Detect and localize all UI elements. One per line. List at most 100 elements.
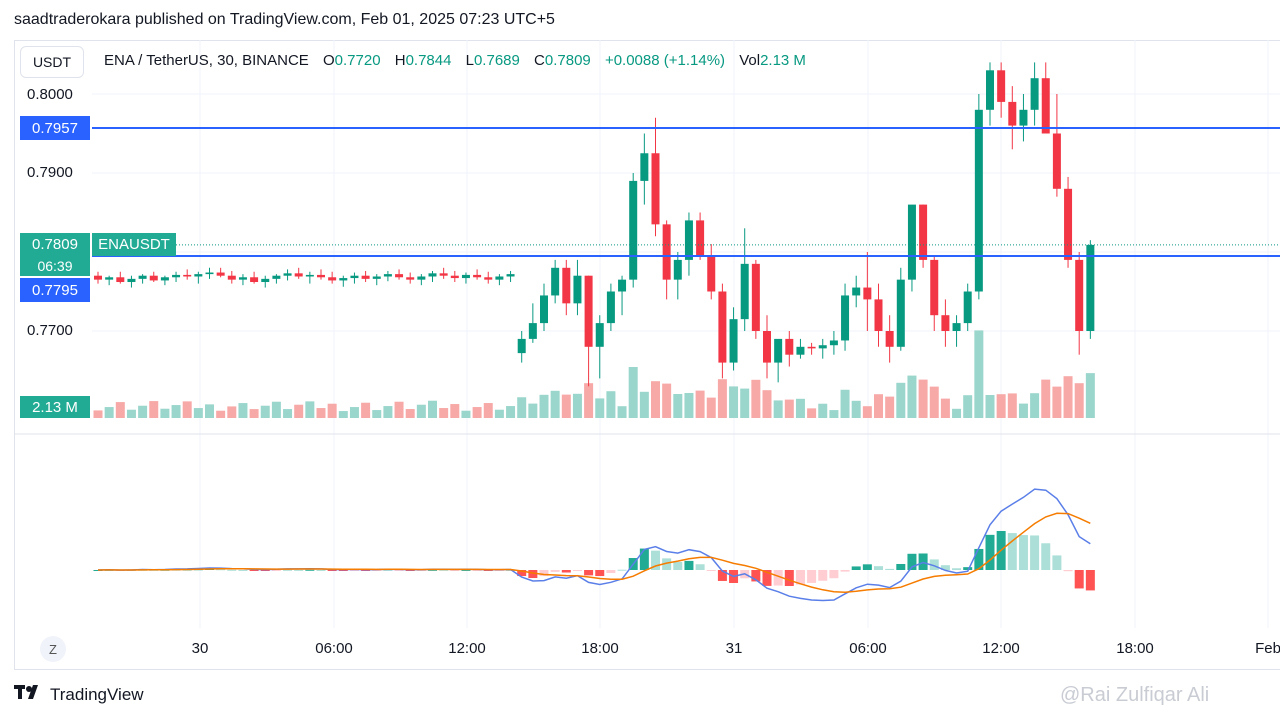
lower-line-price-tag[interactable]: 0.7795 — [20, 278, 90, 302]
candle-body — [606, 291, 615, 324]
volume-bar — [1063, 376, 1073, 418]
macd-histogram-bar — [450, 570, 460, 571]
macd-histogram-bar — [561, 570, 571, 573]
candle-body — [1041, 78, 1050, 134]
candle-body — [216, 272, 225, 276]
candle-body — [573, 275, 582, 304]
macd-histogram-bar — [952, 568, 962, 570]
price-scale-label: 0.7900 — [27, 164, 73, 181]
volume-bar — [639, 391, 649, 418]
macd-histogram-bar — [93, 570, 103, 571]
candle-body — [785, 338, 794, 355]
volume-bar — [216, 410, 226, 418]
macd-histogram-bar — [294, 569, 304, 571]
volume-bar — [260, 405, 270, 418]
time-axis-label: 12:00 — [982, 640, 1020, 657]
volume-bar — [651, 381, 660, 418]
candle-body — [1019, 109, 1028, 126]
candle-countdown: 06:39 — [20, 256, 90, 276]
candle-body — [372, 276, 381, 279]
volume-bar — [160, 408, 170, 418]
volume-bar — [885, 396, 895, 418]
macd-histogram-bar — [539, 570, 549, 577]
candle-body — [428, 273, 437, 277]
macd-histogram-bar — [1085, 570, 1095, 591]
volume-bar — [205, 404, 214, 418]
macd-histogram-bar — [807, 570, 817, 583]
macd-histogram-bar — [528, 570, 538, 578]
time-axis-label: 30 — [191, 640, 209, 657]
tradingview-brand[interactable]: TradingView — [14, 684, 144, 705]
volume-bar — [706, 397, 716, 418]
candle-body — [160, 277, 169, 281]
volume-bar — [751, 379, 761, 418]
macd-histogram-bar — [383, 569, 393, 571]
legend-low-value: 0.7689 — [473, 52, 520, 69]
candle-body — [629, 180, 638, 280]
volume-bar — [584, 383, 594, 418]
chart-frame — [14, 40, 1280, 670]
legend-symbol[interactable]: ENA / TetherUS, 30, BINANCE — [104, 52, 309, 69]
candle-body — [740, 263, 749, 320]
author-watermark: @Rai Zulfiqar Ali — [1060, 684, 1210, 706]
candle-body — [272, 275, 281, 279]
candle-body — [105, 277, 114, 280]
macd-line — [97, 488, 1091, 602]
legend-close-value: 0.7809 — [544, 52, 591, 69]
time-axis-label: 12:00 — [448, 640, 486, 657]
volume-bar — [695, 390, 705, 418]
candle-body — [350, 275, 359, 279]
macd-histogram-bar — [784, 570, 794, 586]
candle-body — [94, 275, 102, 280]
volume-bar — [874, 394, 883, 418]
volume-bar — [795, 398, 805, 418]
tradingview-logo-icon — [14, 684, 44, 705]
candle-body — [818, 345, 827, 349]
macd-histogram-bar — [584, 570, 594, 576]
volume-bar — [483, 403, 493, 418]
volume-bar — [405, 409, 415, 418]
upper-line-price-tag[interactable]: 0.7957 — [20, 116, 90, 140]
macd-histogram-bar — [327, 570, 337, 571]
volume-bar — [595, 398, 605, 418]
volume-bar — [450, 404, 460, 418]
macd-histogram-bar — [349, 570, 359, 571]
volume-bar — [1007, 393, 1017, 418]
candle-body — [495, 276, 504, 280]
zoom-button[interactable]: Z — [40, 636, 66, 662]
candle-body — [484, 277, 493, 280]
candle-body — [138, 275, 147, 279]
volume-bar — [1018, 403, 1028, 418]
volume-bar — [1041, 379, 1051, 418]
macd-histogram-bar — [439, 569, 449, 571]
currency-button[interactable]: USDT — [20, 46, 84, 78]
macd-histogram-bar — [1063, 570, 1073, 572]
macd-histogram-bar — [428, 569, 437, 571]
volume-bar — [349, 407, 359, 418]
volume-bar — [461, 410, 471, 418]
time-axis-label: 06:00 — [315, 640, 353, 657]
price-scale-label: 0.7700 — [27, 322, 73, 339]
candle-body — [450, 275, 459, 279]
volume-bar — [907, 375, 917, 418]
volume-bar — [249, 409, 259, 418]
candle-body — [963, 291, 972, 324]
volume-bar — [517, 397, 527, 418]
macd-histogram-bar — [963, 567, 973, 570]
volume-bar — [840, 389, 850, 418]
macd-histogram-bar — [940, 565, 950, 570]
macd-histogram-bar — [472, 570, 482, 571]
volume-bar — [617, 406, 627, 418]
macd-histogram-bar — [1041, 543, 1051, 570]
volume-bar — [316, 408, 326, 418]
candle-body — [595, 323, 604, 347]
volume-bar — [762, 390, 772, 418]
volume-bar — [104, 407, 114, 418]
macd-histogram-bar — [1030, 535, 1040, 570]
legend-open-label: O — [322, 52, 335, 69]
candle-body — [841, 295, 850, 341]
macd-histogram-bar — [305, 569, 315, 571]
macd-histogram-bar — [684, 560, 694, 570]
volume-bar — [238, 403, 248, 418]
